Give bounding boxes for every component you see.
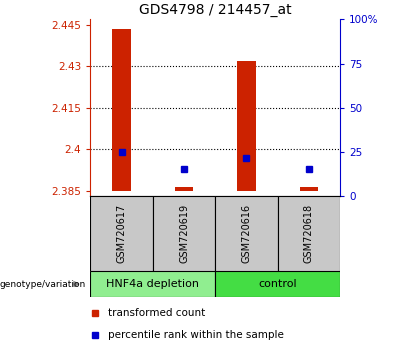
Text: GSM720617: GSM720617 [116,204,126,263]
Text: percentile rank within the sample: percentile rank within the sample [108,330,284,340]
Text: genotype/variation: genotype/variation [0,280,86,289]
Text: control: control [258,279,297,289]
Bar [175,187,193,191]
Text: HNF4a depletion: HNF4a depletion [106,279,199,289]
Text: transformed count: transformed count [108,308,205,318]
Bar [237,61,256,191]
Bar [278,196,340,271]
Bar [215,271,340,297]
Bar [90,196,153,271]
Text: GSM720618: GSM720618 [304,204,314,263]
Text: GSM720616: GSM720616 [241,204,252,263]
Text: GSM720619: GSM720619 [179,204,189,263]
Title: GDS4798 / 214457_at: GDS4798 / 214457_at [139,3,291,17]
Bar [90,271,215,297]
Bar [299,187,318,191]
Bar [112,29,131,191]
Bar [153,196,215,271]
Bar [215,196,278,271]
